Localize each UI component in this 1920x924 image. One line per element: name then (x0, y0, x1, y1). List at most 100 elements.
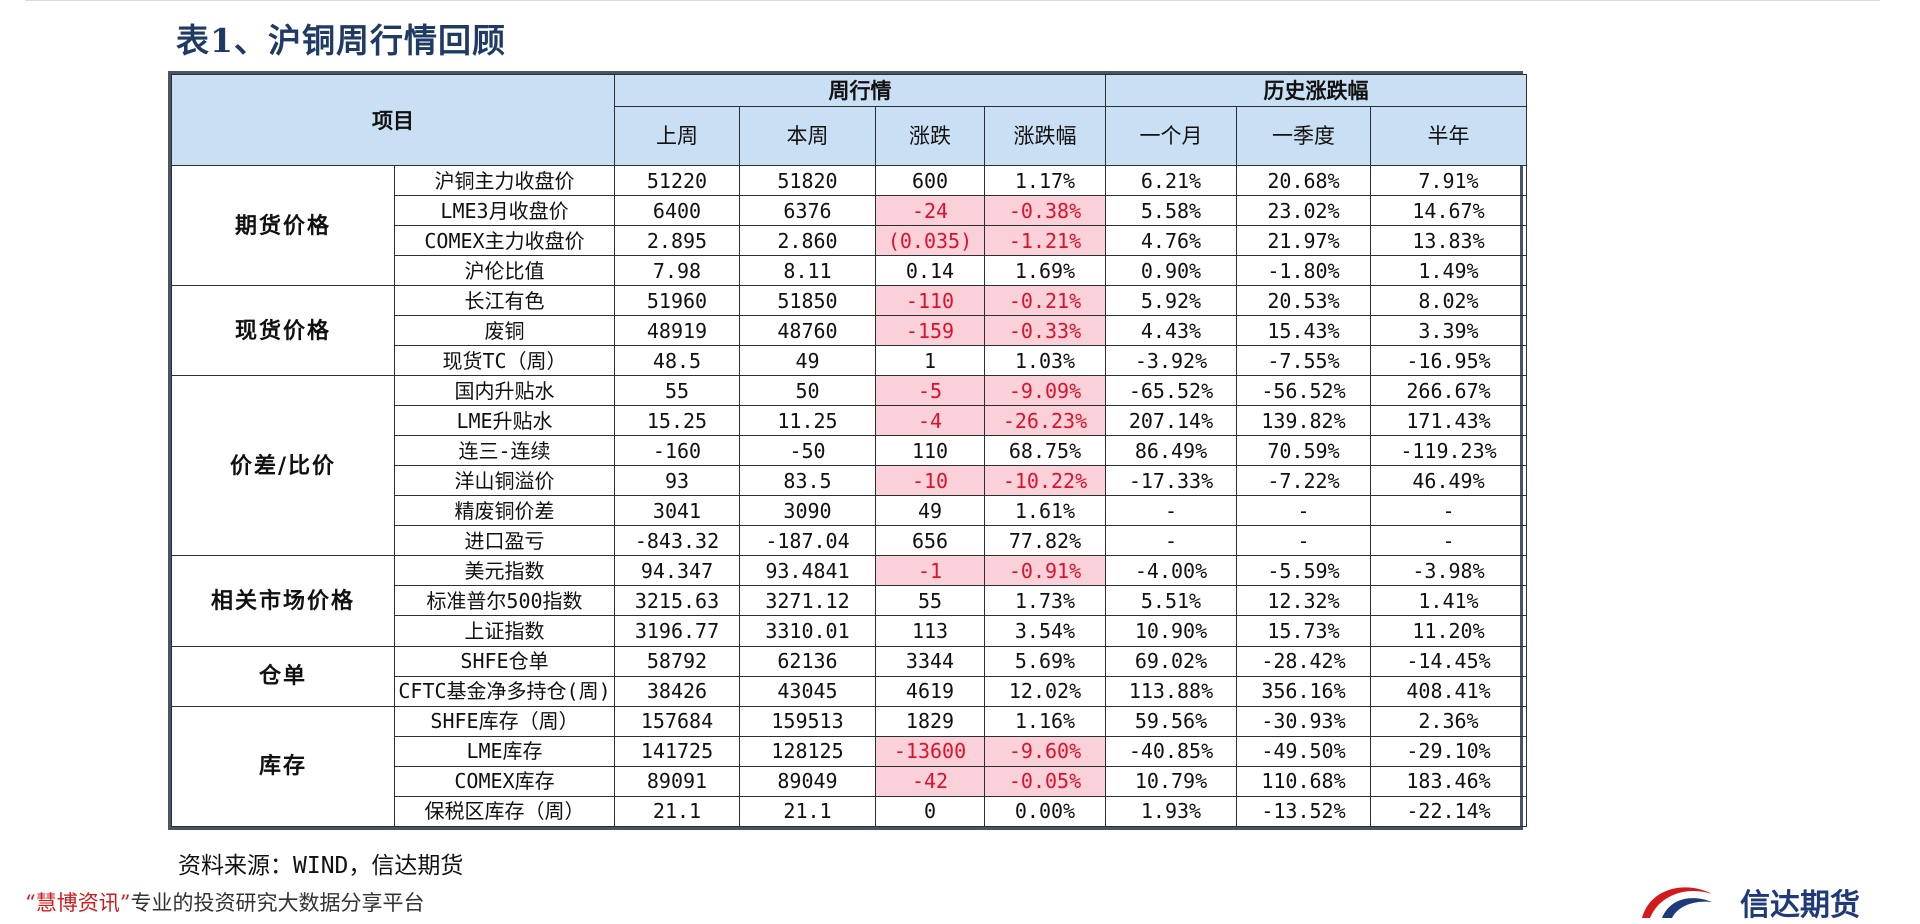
value-cell: 51960 (614, 285, 740, 317)
value-cell: -0.38% (984, 195, 1106, 227)
value-cell: 5.69% (984, 645, 1106, 677)
value-cell: -159 (875, 315, 985, 347)
value-cell: 10.79% (1105, 765, 1237, 797)
value-cell: 0.90% (1105, 255, 1237, 287)
value-cell: 1.93% (1105, 795, 1237, 828)
value-cell: 46.49% (1369, 465, 1528, 497)
value-cell: -843.32 (614, 525, 740, 557)
value-cell: 2.895 (614, 225, 740, 257)
table-row: CFTC基金净多持仓(周) 38426 43045 4619 12.02% 113.88%… (172, 675, 1528, 707)
logo-text: 信达期货 (1740, 888, 1860, 923)
value-cell: - (1369, 525, 1528, 557)
value-cell: 49 (739, 345, 876, 377)
header-col-change-pct: 涨跌幅 (984, 106, 1106, 166)
value-cell: 4619 (875, 675, 985, 707)
value-cell: 38426 (614, 675, 740, 707)
value-cell: 49 (875, 495, 985, 527)
top-rule (25, 0, 1880, 1)
table-row: 精废铜价差 3041 3090 49 1.61% - - - (172, 495, 1528, 527)
value-cell: 1.17% (984, 164, 1106, 197)
row-name-cell: LME库存 (394, 735, 615, 767)
value-cell: 3090 (739, 495, 876, 527)
value-cell: -13600 (875, 735, 985, 767)
source-note: 资料来源：WIND，信达期货 (178, 853, 464, 879)
value-cell: 1.03% (984, 345, 1106, 377)
value-cell: -1.21% (984, 225, 1106, 257)
value-cell: 7.98 (614, 255, 740, 287)
value-cell: 8.02% (1369, 285, 1528, 317)
value-cell: 20.53% (1236, 285, 1371, 317)
table-row: 现货价格 长江有色 51960 51850 -110 -0.21% 5.92% 20.53% 8… (171, 285, 1528, 377)
value-cell: 55 (875, 585, 985, 617)
row-name-cell: 标准普尔500指数 (394, 585, 615, 617)
value-cell: 89049 (739, 765, 876, 797)
table-row: 相关市场价格 美元指数 94.347 93.4841 -1 -0.91% -4.00% -5.… (171, 555, 1528, 647)
table-row: LME3月收盘价 6400 6376 -24 -0.38% 5.58% 23.02% 14.6… (172, 195, 1528, 227)
value-cell: 266.67% (1369, 375, 1528, 407)
value-cell: 21.97% (1236, 225, 1371, 257)
value-cell: 23.02% (1236, 195, 1371, 227)
value-cell: 113 (875, 615, 985, 647)
value-cell: -28.42% (1236, 645, 1371, 677)
value-cell: 50 (739, 375, 876, 407)
value-cell: 171.43% (1369, 405, 1528, 437)
value-cell: -160 (614, 435, 740, 467)
value-cell: -10 (875, 465, 985, 497)
row-name-cell: 保税区库存（周） (394, 795, 615, 828)
value-cell: 59.56% (1105, 705, 1237, 737)
row-name-cell: SHFE仓单 (394, 645, 615, 677)
value-cell: -10.22% (984, 465, 1106, 497)
table-row: 价差/比价 国内升贴水 55 50 -5 -9.09% -65.52% -56.52% 266.… (171, 375, 1528, 557)
value-cell: 2.860 (739, 225, 876, 257)
value-cell: - (1369, 495, 1528, 527)
value-cell: -50 (739, 435, 876, 467)
value-cell: -65.52% (1105, 375, 1237, 407)
value-cell: 139.82% (1236, 405, 1371, 437)
value-cell: -49.50% (1236, 735, 1371, 767)
value-cell: 4.43% (1105, 315, 1237, 347)
value-cell: 69.02% (1105, 645, 1237, 677)
value-cell: 3344 (875, 645, 985, 677)
value-cell: 12.02% (984, 675, 1106, 707)
row-name-cell: COMEX主力收盘价 (394, 225, 615, 257)
value-cell: 48.5 (614, 345, 740, 377)
category-cell: 库存 (171, 705, 395, 828)
table-row: 仓单 SHFE仓单 58792 62136 3344 5.69% 69.02% -28.42%… (171, 645, 1528, 707)
value-cell: - (1105, 525, 1237, 557)
value-cell: -14.45% (1369, 645, 1528, 677)
value-cell: -13.52% (1236, 795, 1371, 828)
value-cell: 3271.12 (739, 585, 876, 617)
value-cell: -4.00% (1105, 555, 1237, 587)
row-name-cell: COMEX库存 (394, 765, 615, 797)
value-cell: -0.21% (984, 285, 1106, 317)
value-cell: 55 (614, 375, 740, 407)
cinda-logo-icon (1642, 887, 1712, 918)
table-row: COMEX库存 89091 89049 -42 -0.05% 10.79% 110.68% 1… (172, 765, 1528, 797)
value-cell: -0.05% (984, 765, 1106, 797)
category-cell: 期货价格 (171, 164, 395, 287)
value-cell: 4.76% (1105, 225, 1237, 257)
value-cell: 77.82% (984, 525, 1106, 557)
category-cell: 相关市场价格 (171, 555, 395, 647)
value-cell: 13.83% (1369, 225, 1528, 257)
copper-weekly-table: 项目 周行情 历史涨跌幅 上周 本周 涨跌 涨跌幅 一个月 一季度 半年 期货价… (171, 74, 1528, 828)
value-cell: 5.58% (1105, 195, 1237, 227)
category-cell: 现货价格 (171, 285, 395, 377)
table-row: 期货价格 沪铜主力收盘价 51220 51820 600 1.17% 6.21% 20.68%… (171, 164, 1528, 287)
value-cell: 110 (875, 435, 985, 467)
value-cell: 15.43% (1236, 315, 1371, 347)
value-cell: -7.55% (1236, 345, 1371, 377)
value-cell: 157684 (614, 705, 740, 737)
value-cell: 6400 (614, 195, 740, 227)
value-cell: 0.14 (875, 255, 985, 287)
value-cell: 5.51% (1105, 585, 1237, 617)
value-cell: 15.73% (1236, 615, 1371, 647)
value-cell: -56.52% (1236, 375, 1371, 407)
row-name-cell: 美元指数 (394, 555, 615, 587)
header-group-history: 历史涨跌幅 (1104, 74, 1528, 107)
value-cell: 1.69% (984, 255, 1106, 287)
value-cell: -110 (875, 285, 985, 317)
value-cell: -7.22% (1236, 465, 1371, 497)
value-cell: 1.41% (1369, 585, 1528, 617)
table-row: 进口盈亏 -843.32 -187.04 656 77.82% - - - (172, 525, 1528, 557)
